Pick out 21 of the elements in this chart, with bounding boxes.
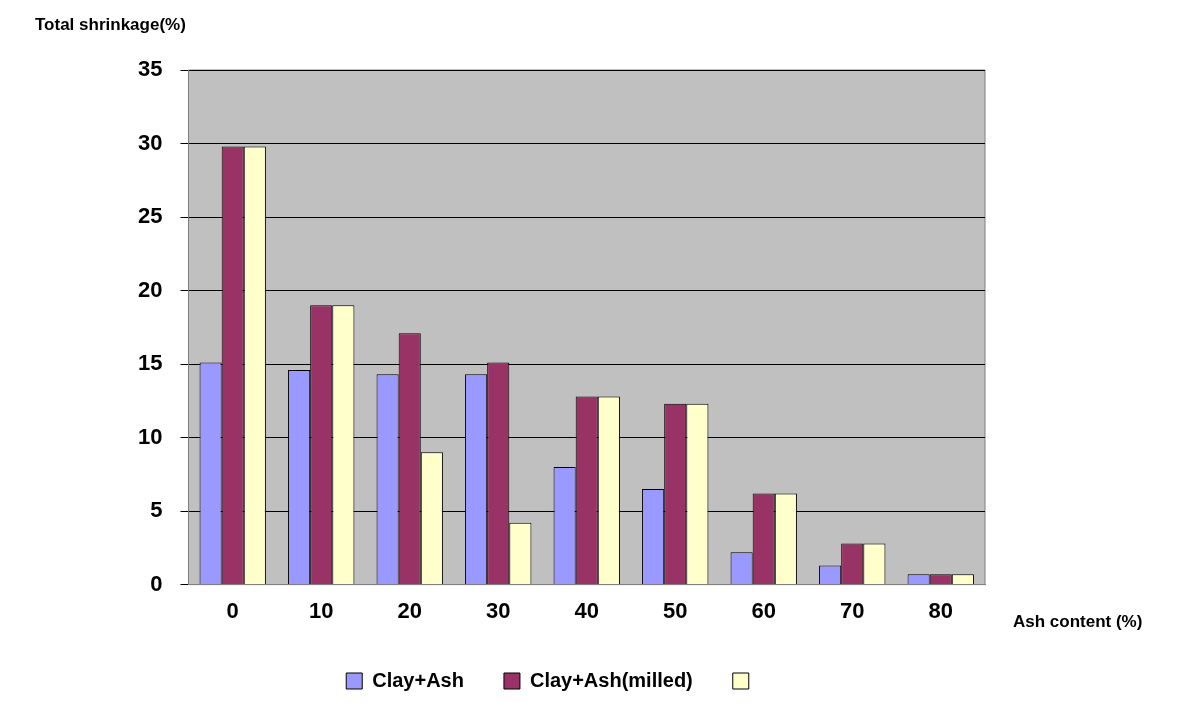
x-tick-label: 20 [397,597,422,623]
x-tick-label: 40 [574,597,599,623]
x-tick-label: 80 [928,597,953,623]
legend-label: Clay+Ash [372,668,464,691]
y-tick-label: 5 [150,497,163,523]
y-tick-label: 15 [137,350,163,376]
x-axis-title: Ash content (%) [1013,612,1143,632]
y-tick-label: 20 [137,276,163,302]
legend-label: Clay+Ash(milled) [529,668,693,691]
y-tick-label: 25 [137,203,163,229]
y-tick-label: 10 [137,423,163,449]
x-tick-label: 50 [663,597,688,623]
x-tick-label: 30 [485,597,511,623]
y-tick-label: 35 [137,56,163,82]
y-axis-title: Total shrinkage(%) [35,14,186,34]
y-tick-label: 30 [137,129,163,155]
x-tick-label: 60 [751,597,776,623]
x-tick-label: 70 [840,597,865,623]
y-tick-label: 0 [150,570,163,596]
x-tick-label: 0 [226,597,239,623]
x-tick-label: 10 [308,597,334,623]
